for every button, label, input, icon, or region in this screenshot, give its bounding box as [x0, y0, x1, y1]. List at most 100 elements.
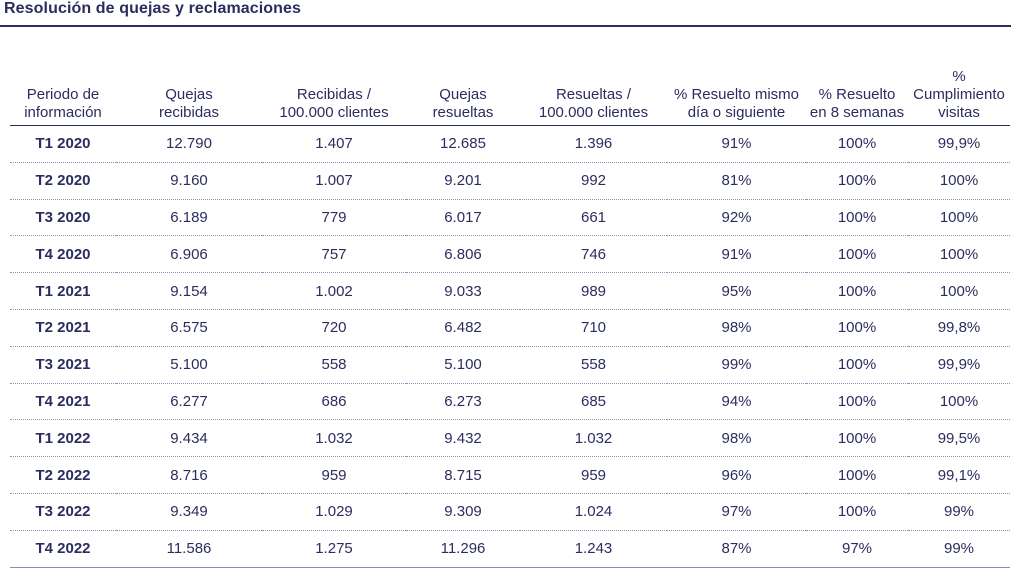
- resolved-8-weeks-cell: 100%: [806, 272, 908, 310]
- resolved-same-next-day-cell: 96%: [667, 456, 806, 494]
- resolved-8-weeks-cell: 100%: [806, 419, 908, 458]
- table-row: T2 2020 9.160 1.007 9.201 992 81% 100% 100%: [10, 162, 1010, 200]
- received-per-100k-cell: 1.032: [262, 419, 406, 458]
- table-row: T2 2022 8.716 959 8.715 959 96% 100% 99,1%: [10, 456, 1010, 494]
- header-resolved-per-100k: Resueltas /100.000 clientes: [520, 68, 667, 126]
- resolved-per-100k-cell: 1.396: [520, 125, 667, 163]
- visits-compliance-cell: 100%: [908, 383, 1010, 421]
- period-cell: T4 2020: [10, 235, 116, 274]
- received-per-100k-cell: 959: [262, 456, 406, 494]
- resolved-8-weeks-cell: 100%: [806, 346, 908, 384]
- table-body: T1 2020 12.790 1.407 12.685 1.396 91% 100% 99,9…: [10, 125, 1010, 568]
- complaints-received-cell: 6.906: [116, 235, 262, 274]
- table-row: T2 2021 6.575 720 6.482 710 98% 100% 99,8%: [10, 309, 1010, 347]
- resolved-8-weeks-cell: 100%: [806, 199, 908, 237]
- resolved-same-next-day-cell: 95%: [667, 272, 806, 310]
- table-header: Periodo de información Quejas recibidas Reci…: [10, 68, 1010, 126]
- resolved-8-weeks-cell: 100%: [806, 125, 908, 163]
- header-complaints-resolved-line: resueltas: [432, 104, 494, 121]
- resolved-per-100k-cell: 989: [520, 272, 667, 310]
- resolved-per-100k-cell: 1.032: [520, 419, 667, 458]
- visits-compliance-cell: 99%: [908, 530, 1010, 568]
- header-resolved-8-weeks-line: en 8 semanas: [809, 104, 905, 121]
- table-row: T3 2021 5.100 558 5.100 558 99% 100% 99,9%: [10, 346, 1010, 384]
- complaints-received-cell: 11.586: [116, 530, 262, 568]
- resolved-same-next-day-cell: 91%: [667, 235, 806, 274]
- visits-compliance-cell: 99,8%: [908, 309, 1010, 347]
- complaints-resolved-cell: 6.482: [406, 309, 520, 347]
- title-divider: [0, 25, 1011, 27]
- resolved-same-next-day-cell: 87%: [667, 530, 806, 568]
- header-received-per-100k: Recibidas /100.000 clientes: [262, 68, 406, 126]
- header-period: Periodo de información: [10, 68, 116, 126]
- resolved-8-weeks-cell: 100%: [806, 456, 908, 494]
- table-row: T4 2021 6.277 686 6.273 685 94% 100% 100%: [10, 383, 1010, 421]
- header-period-line: información: [24, 104, 102, 121]
- resolved-per-100k-cell: 992: [520, 162, 667, 200]
- resolved-same-next-day-cell: 92%: [667, 199, 806, 237]
- received-per-100k-cell: 1.029: [262, 493, 406, 531]
- header-received-per-100k-line: 100.000 clientes: [279, 104, 389, 121]
- visits-compliance-cell: 99%: [908, 493, 1010, 531]
- received-per-100k-cell: 558: [262, 346, 406, 384]
- table-row: T1 2020 12.790 1.407 12.685 1.396 91% 100% 99,9…: [10, 125, 1010, 163]
- resolved-same-next-day-cell: 98%: [667, 419, 806, 458]
- period-cell: T1 2020: [10, 125, 116, 163]
- complaints-resolved-cell: 9.201: [406, 162, 520, 200]
- complaints-received-cell: 9.434: [116, 419, 262, 458]
- received-per-100k-cell: 720: [262, 309, 406, 347]
- period-cell: T2 2021: [10, 309, 116, 347]
- resolved-8-weeks-cell: 100%: [806, 162, 908, 200]
- visits-compliance-cell: 99,9%: [908, 346, 1010, 384]
- period-cell: T4 2022: [10, 530, 116, 568]
- table-row: T4 2022 11.586 1.275 11.296 1.243 87% 97% 99%: [10, 530, 1010, 568]
- resolved-same-next-day-cell: 98%: [667, 309, 806, 347]
- complaints-received-cell: 5.100: [116, 346, 262, 384]
- header-received-per-100k-line: Recibidas /: [296, 86, 372, 103]
- header-resolved-8-weeks: % Resuelto en 8 semanas: [806, 68, 908, 126]
- complaints-received-cell: 6.575: [116, 309, 262, 347]
- table-row: T3 2022 9.349 1.029 9.309 1.024 97% 100% 99%: [10, 493, 1010, 531]
- header-resolved-same-next-day: % Resuelto mismo día o siguiente: [667, 68, 806, 126]
- complaints-resolved-cell: 6.017: [406, 199, 520, 237]
- complaints-table: Periodo de información Quejas recibidas Reci…: [10, 68, 1010, 568]
- resolved-per-100k-cell: 1.243: [520, 530, 667, 568]
- visits-compliance-cell: 100%: [908, 199, 1010, 237]
- period-cell: T3 2020: [10, 199, 116, 237]
- resolved-same-next-day-cell: 91%: [667, 125, 806, 163]
- complaints-resolved-cell: 9.432: [406, 419, 520, 458]
- resolved-per-100k-cell: 558: [520, 346, 667, 384]
- header-complaints-received-line: recibidas: [158, 104, 220, 121]
- complaints-resolved-cell: 5.100: [406, 346, 520, 384]
- resolved-8-weeks-cell: 100%: [806, 493, 908, 531]
- complaints-received-cell: 9.154: [116, 272, 262, 310]
- resolved-per-100k-cell: 1.024: [520, 493, 667, 531]
- received-per-100k-cell: 1.407: [262, 125, 406, 163]
- complaints-received-cell: 12.790: [116, 125, 262, 163]
- period-cell: T3 2021: [10, 346, 116, 384]
- header-visits-compliance: % Cumplimiento visitas: [908, 68, 1010, 126]
- header-resolved-same-next-day-line: % Resuelto mismo: [673, 86, 800, 103]
- resolved-per-100k-cell: 661: [520, 199, 667, 237]
- header-complaints-resolved: Quejas resueltas: [406, 68, 520, 126]
- header-resolved-per-100k-line: Resueltas /: [555, 86, 632, 103]
- header-resolved-8-weeks-line: % Resuelto: [818, 86, 896, 103]
- resolved-same-next-day-cell: 97%: [667, 493, 806, 531]
- received-per-100k-cell: 1.275: [262, 530, 406, 568]
- header-resolved-per-100k-line: 100.000 clientes: [538, 104, 649, 121]
- received-per-100k-cell: 779: [262, 199, 406, 237]
- visits-compliance-cell: 100%: [908, 235, 1010, 274]
- resolved-per-100k-cell: 959: [520, 456, 667, 494]
- resolved-same-next-day-cell: 99%: [667, 346, 806, 384]
- header-complaints-received: Quejas recibidas: [116, 68, 262, 126]
- complaints-resolved-cell: 8.715: [406, 456, 520, 494]
- resolved-same-next-day-cell: 81%: [667, 162, 806, 200]
- complaints-resolved-cell: 11.296: [406, 530, 520, 568]
- visits-compliance-cell: 100%: [908, 272, 1010, 310]
- complaints-resolved-cell: 9.033: [406, 272, 520, 310]
- visits-compliance-cell: 99,1%: [908, 456, 1010, 494]
- table-row: T1 2022 9.434 1.032 9.432 1.032 98% 100% 99,5%: [10, 419, 1010, 458]
- period-cell: T2 2022: [10, 456, 116, 494]
- visits-compliance-cell: 99,5%: [908, 419, 1010, 458]
- period-cell: T4 2021: [10, 383, 116, 421]
